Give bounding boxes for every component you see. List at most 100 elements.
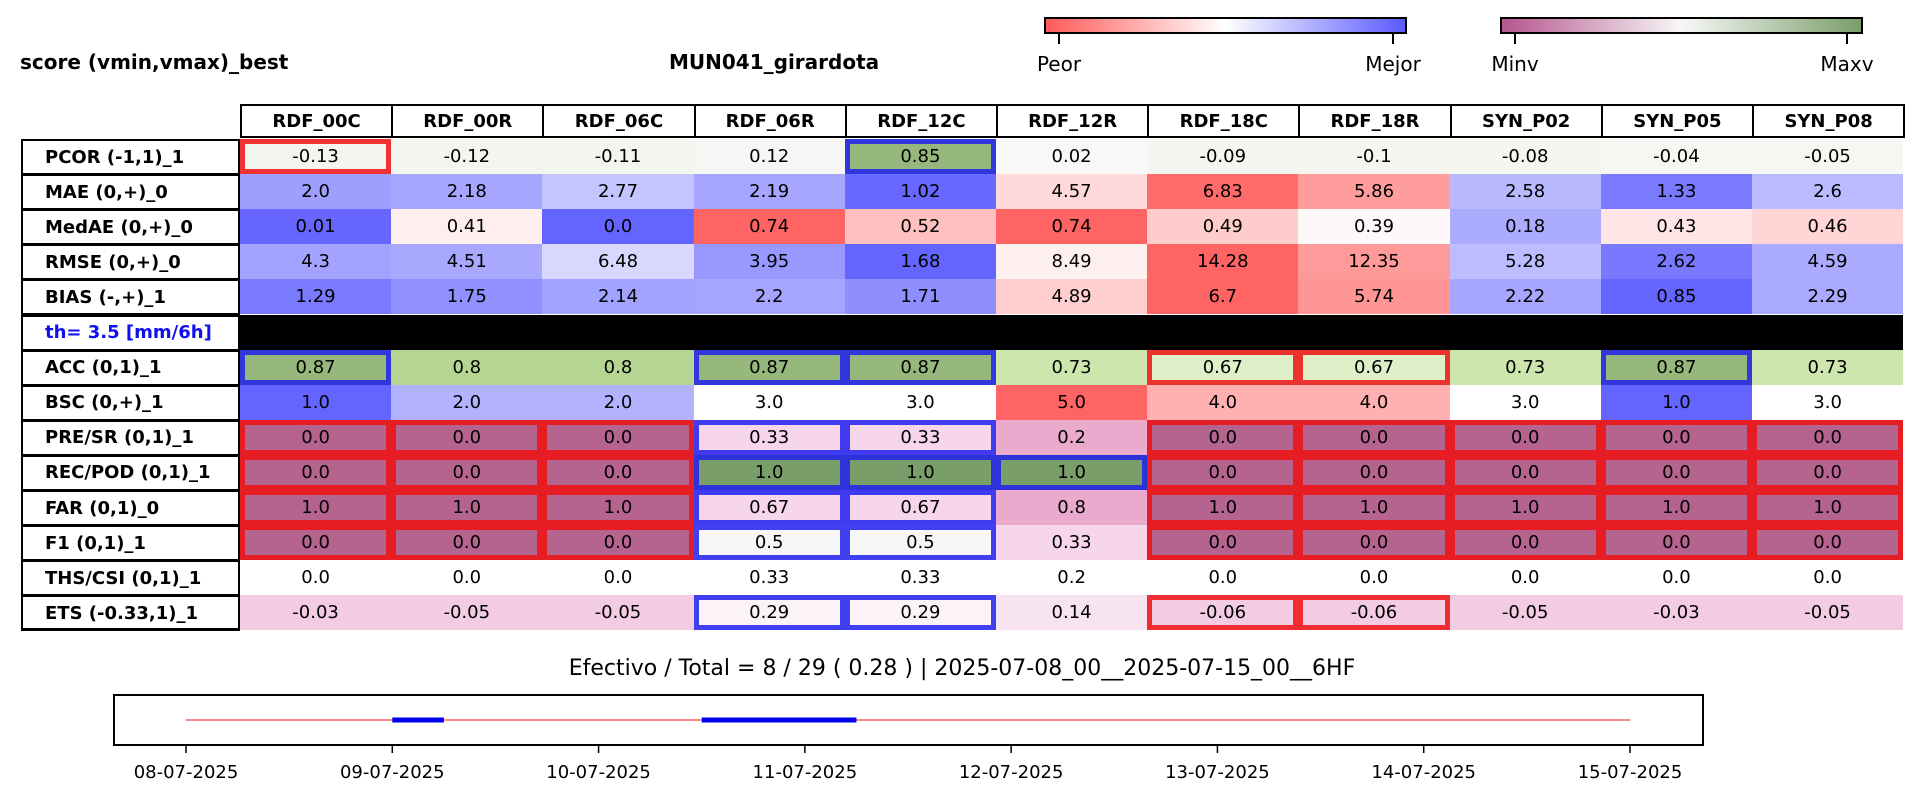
table-cell: 2.0 [542,384,694,420]
table-cell: 2.14 [542,279,694,315]
table-cell: -0.09 [1147,139,1299,175]
table-cell: 2.29 [1752,279,1904,315]
table-cell: 0.0 [1600,454,1752,490]
table-cell: 0.33 [693,560,845,596]
colorbar-low-label: Peor [1036,52,1082,76]
table-cell: 1.0 [1600,490,1752,526]
column-header: RDF_12R [996,104,1150,138]
table-cell: 0.87 [844,349,996,385]
row-header: MedAE (0,+)_0 [21,209,240,246]
table-cell: 1.0 [240,490,392,526]
column-header: RDF_18R [1298,104,1452,138]
summary-text: Efectivo / Total = 8 / 29 ( 0.28 ) | 202… [568,656,1356,681]
table-cell: 6.83 [1147,174,1299,210]
table-cell: 0.0 [542,560,694,596]
table-cell: 0.67 [844,490,996,526]
table-cell: 3.0 [693,384,845,420]
table-cell: 0.43 [1600,209,1752,245]
colorbar-tick [1846,34,1848,44]
table-cell: 3.95 [693,244,845,280]
table-cell: -0.13 [240,139,392,175]
table-cell: 0.33 [844,419,996,455]
column-header: RDF_12C [844,104,998,138]
table-cell: -0.05 [1752,595,1904,631]
value-colorbar [1500,17,1863,34]
colorbar-tick [1514,34,1516,44]
table-cell: 0.67 [693,490,845,526]
colorbar-high-label: Maxv [1820,52,1874,76]
table-cell: 1.0 [1298,490,1450,526]
table-cell: 4.3 [240,244,392,280]
table-cell: -0.11 [542,139,694,175]
table-cell: 0.73 [1449,349,1601,385]
table-cell: 4.57 [996,174,1148,210]
row-header: RMSE (0,+)_0 [21,244,240,281]
table-cell: 2.0 [240,174,392,210]
table-cell: 1.29 [240,279,392,315]
table-cell: 0.0 [1449,419,1601,455]
table-cell: 0.0 [1752,560,1904,596]
colorbar-low-label: Minv [1491,52,1539,76]
table-cell: 0.0 [1449,525,1601,561]
row-header: ACC (0,1)_1 [21,349,240,386]
table-cell: 0.0 [240,525,392,561]
table-cell: 1.0 [1752,490,1904,526]
column-header: SYN_P08 [1752,104,1906,138]
table-cell: 0.0 [1298,419,1450,455]
column-header: SYN_P05 [1600,104,1754,138]
table-cell: 0.33 [844,560,996,596]
colorbar-high-label: Mejor [1365,52,1421,76]
table-cell: 4.59 [1752,244,1904,280]
table-cell: 0.0 [542,419,694,455]
row-header: PRE/SR (0,1)_1 [21,419,240,456]
table-cell: 0.67 [1298,349,1450,385]
table-cell: 2.58 [1449,174,1601,210]
table-cell: 0.46 [1752,209,1904,245]
table-cell: 1.0 [996,454,1148,490]
table-cell: 0.0 [1298,560,1450,596]
row-header: ETS (-0.33,1)_1 [21,595,240,632]
table-cell: 0.5 [844,525,996,561]
table-cell: 0.0 [391,454,543,490]
table-cell: 0.2 [996,560,1148,596]
table-cell: 2.2 [693,279,845,315]
x-tick-label: 08-07-2025 [134,762,239,783]
table-cell: -0.12 [391,139,543,175]
row-header: BIAS (-,+)_1 [21,279,240,316]
table-cell: 0.14 [996,595,1148,631]
table-cell: 1.33 [1600,174,1752,210]
table-cell: 0.33 [693,419,845,455]
table-cell: 0.85 [844,139,996,175]
table-cell: 2.62 [1600,244,1752,280]
table-cell: 0.0 [542,454,694,490]
table-cell: 0.29 [693,595,845,631]
table-cell: 0.0 [542,525,694,561]
table-cell: 0.0 [391,560,543,596]
table-cell: 0.29 [844,595,996,631]
table-cell: 4.89 [996,279,1148,315]
table-cell: 0.0 [240,560,392,596]
table-cell: 0.0 [1298,454,1450,490]
table-cell: 0.0 [1752,525,1904,561]
table-cell: 1.75 [391,279,543,315]
table-cell: 0.0 [1600,525,1752,561]
x-tick-label: 12-07-2025 [959,762,1064,783]
table-cell: 1.0 [391,490,543,526]
table-cell: 1.02 [844,174,996,210]
table-cell: 6.48 [542,244,694,280]
table-cell: 0.73 [996,349,1148,385]
table-cell: 3.0 [1752,384,1904,420]
table-cell: -0.04 [1600,139,1752,175]
row-header: THS/CSI (0,1)_1 [21,560,240,597]
colorbar-tick [1058,34,1060,44]
table-cell: 5.86 [1298,174,1450,210]
table-cell: 0.74 [996,209,1148,245]
table-cell: 0.5 [693,525,845,561]
x-tick-label: 11-07-2025 [753,762,858,783]
table-cell: 1.0 [1449,490,1601,526]
table-cell: 1.0 [240,384,392,420]
table-cell: 0.01 [240,209,392,245]
table-cell: 1.0 [1147,490,1299,526]
station-title: MUN041_girardota [669,50,880,74]
